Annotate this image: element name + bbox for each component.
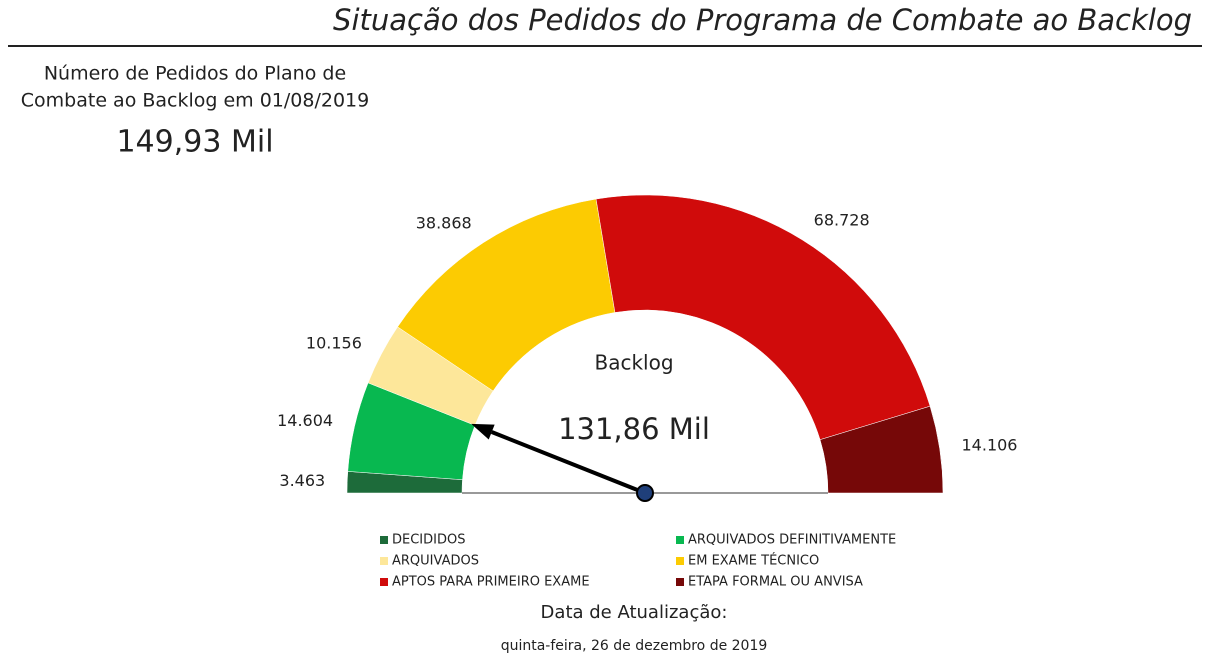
legend-swatch: [380, 557, 388, 565]
footer-label: Data de Atualização:: [541, 602, 728, 623]
page-title: Situação dos Pedidos do Programa de Comb…: [333, 3, 1192, 37]
center-value: 131,86 Mil: [558, 412, 710, 446]
legend-swatch: [676, 557, 684, 565]
center-title: Backlog: [594, 351, 673, 375]
legend-swatch: [380, 578, 388, 586]
legend-swatch: [380, 536, 388, 544]
gauge-segment: [596, 195, 930, 440]
kpi-label: Combate ao Backlog em 01/08/2019: [21, 90, 369, 112]
kpi-value: 149,93 Mil: [116, 125, 273, 160]
needle-pivot: [637, 485, 653, 501]
legend-label: DECIDIDOS: [392, 533, 465, 548]
data-label: 10.156: [306, 333, 362, 352]
legend-swatch: [676, 578, 684, 586]
data-label: 3.463: [279, 471, 325, 490]
legend-label: APTOS PARA PRIMEIRO EXAME: [392, 575, 590, 590]
kpi-label: Número de Pedidos do Plano de: [44, 63, 346, 85]
legend-swatch: [676, 536, 684, 544]
footer-date: quinta-feira, 26 de dezembro de 2019: [501, 638, 768, 654]
legend-label: ARQUIVADOS: [392, 554, 479, 569]
data-label: 68.728: [814, 211, 870, 230]
legend-label: ETAPA FORMAL OU ANVISA: [688, 575, 863, 590]
data-label: 14.106: [962, 435, 1018, 454]
needle-head: [471, 424, 494, 440]
legend-label: ARQUIVADOS DEFINITIVAMENTE: [688, 533, 896, 548]
data-label: 14.604: [277, 411, 333, 430]
data-label: 38.868: [416, 213, 472, 232]
legend-label: EM EXAME TÉCNICO: [688, 553, 819, 569]
